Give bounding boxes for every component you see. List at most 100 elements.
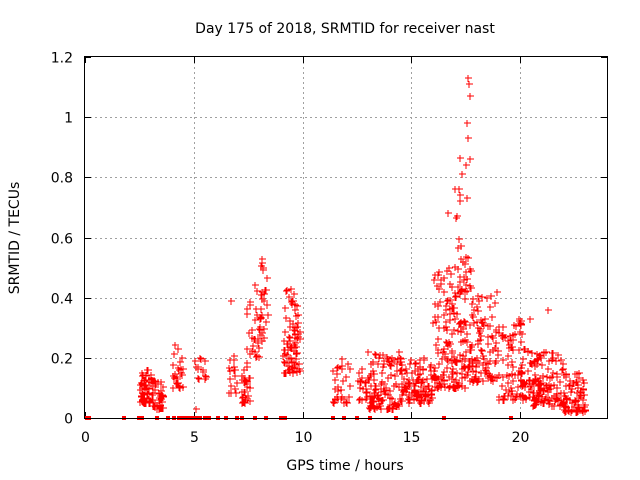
data-point [488, 293, 495, 300]
data-point [156, 406, 163, 413]
data-point [406, 400, 413, 407]
data-point [175, 380, 182, 387]
data-point [226, 390, 233, 397]
data-point [368, 361, 375, 368]
data-point [563, 372, 570, 379]
data-point [483, 360, 490, 367]
data-point [387, 395, 394, 402]
data-point [463, 162, 470, 169]
data-point [481, 356, 488, 363]
x-tick-label: 10 [295, 430, 313, 446]
data-point [508, 385, 515, 392]
data-point [378, 406, 385, 413]
data-point [449, 284, 456, 291]
data-point [444, 268, 451, 275]
data-point [432, 384, 439, 391]
data-point [425, 392, 432, 399]
data-point [454, 213, 461, 220]
data-point [245, 393, 252, 400]
data-point [257, 332, 264, 339]
data-point [365, 349, 372, 356]
data-point [519, 331, 526, 338]
data-point [346, 394, 353, 401]
data-point [469, 301, 476, 308]
data-point [406, 377, 413, 384]
data-point [297, 368, 304, 375]
x-tick-label: 5 [190, 430, 199, 446]
data-point [404, 370, 411, 377]
data-point [339, 394, 346, 401]
data-point [505, 353, 512, 360]
data-point [151, 403, 158, 410]
data-point [525, 368, 532, 375]
data-point [495, 352, 502, 359]
data-point [479, 348, 486, 355]
data-point [254, 353, 261, 360]
data-point [540, 373, 547, 380]
data-point [428, 362, 435, 369]
data-point [505, 380, 512, 387]
data-point [456, 186, 463, 193]
data-point [561, 399, 568, 406]
data-point [247, 398, 254, 405]
data-point [515, 384, 522, 391]
data-point [291, 291, 298, 298]
data-point [254, 288, 261, 295]
data-point [547, 375, 554, 382]
data-point [180, 366, 187, 373]
data-point [261, 298, 268, 305]
data-point [459, 171, 466, 178]
data-point [261, 291, 268, 298]
data-point [359, 366, 366, 373]
data-point [192, 358, 199, 365]
y-tick-label: 0.4 [51, 292, 73, 308]
data-point [432, 272, 439, 279]
data-point [535, 392, 542, 399]
data-point [143, 382, 150, 389]
data-point [457, 320, 464, 327]
data-point [456, 380, 463, 387]
data-point [247, 385, 254, 392]
data-point [517, 329, 524, 336]
data-point [421, 384, 428, 391]
data-point [487, 349, 494, 356]
data-point [332, 377, 339, 384]
data-point [247, 302, 254, 309]
data-point [452, 358, 459, 365]
data-point [286, 356, 293, 363]
data-point [417, 357, 424, 364]
data-point [227, 357, 234, 364]
data-point [444, 327, 451, 334]
data-point [259, 296, 266, 303]
data-point [441, 289, 448, 296]
data-point [343, 374, 350, 381]
data-point [467, 93, 474, 100]
data-point [400, 389, 407, 396]
data-point [283, 288, 290, 295]
data-point [174, 376, 181, 383]
data-point [231, 353, 238, 360]
data-point [473, 364, 480, 371]
data-point [580, 409, 587, 416]
data-point [477, 328, 484, 335]
data-point [411, 397, 418, 404]
data-point [424, 376, 431, 383]
chart-title: Day 175 of 2018, SRMTID for receiver nas… [195, 21, 495, 37]
data-point [247, 351, 254, 358]
data-point [438, 281, 445, 288]
data-point [449, 331, 456, 338]
data-point [485, 334, 492, 341]
data-point [506, 342, 513, 349]
data-point [231, 364, 238, 371]
data-point [531, 390, 538, 397]
data-point [545, 389, 552, 396]
data-point [446, 265, 453, 272]
data-point [145, 391, 152, 398]
data-point [368, 403, 375, 410]
data-point [457, 192, 464, 199]
data-point [467, 156, 474, 163]
data-point [482, 370, 489, 377]
data-point [419, 397, 426, 404]
data-point [146, 385, 153, 392]
data-point [475, 308, 482, 315]
